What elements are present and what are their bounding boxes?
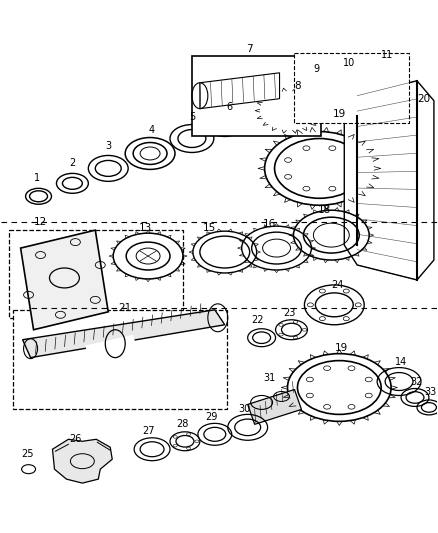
Text: 9: 9 [313, 64, 319, 74]
Text: 14: 14 [395, 357, 407, 367]
Text: 20: 20 [417, 94, 431, 104]
FancyBboxPatch shape [294, 53, 409, 123]
Text: 15: 15 [203, 223, 216, 233]
Text: 30: 30 [239, 405, 251, 415]
Polygon shape [247, 390, 301, 424]
Text: 32: 32 [411, 376, 423, 386]
Text: 10: 10 [343, 58, 355, 68]
Text: 4: 4 [149, 125, 155, 134]
Text: 26: 26 [69, 434, 81, 445]
Text: 23: 23 [283, 308, 296, 318]
FancyBboxPatch shape [9, 230, 183, 318]
Text: 18: 18 [318, 205, 331, 215]
Text: 5: 5 [189, 111, 195, 122]
Text: 27: 27 [142, 426, 154, 437]
Text: 31: 31 [264, 373, 276, 383]
Text: 13: 13 [138, 223, 152, 233]
Polygon shape [200, 73, 279, 109]
Text: 22: 22 [251, 315, 264, 325]
Text: 19: 19 [335, 343, 348, 353]
Text: 19: 19 [333, 109, 346, 119]
Text: 11: 11 [381, 50, 393, 60]
Polygon shape [21, 230, 108, 330]
FancyBboxPatch shape [13, 310, 227, 409]
Text: 8: 8 [294, 80, 301, 91]
Text: 24: 24 [331, 280, 343, 290]
Text: 25: 25 [21, 449, 34, 459]
Text: 1: 1 [33, 173, 39, 183]
Text: 33: 33 [425, 387, 437, 398]
Polygon shape [344, 81, 434, 280]
Text: 12: 12 [34, 217, 47, 227]
Polygon shape [23, 310, 225, 358]
Text: 3: 3 [105, 141, 111, 151]
Polygon shape [53, 439, 112, 483]
Text: 21: 21 [119, 303, 132, 313]
Text: 28: 28 [176, 419, 188, 430]
Text: 7: 7 [246, 44, 253, 54]
Text: 29: 29 [205, 413, 218, 422]
FancyBboxPatch shape [192, 56, 321, 135]
Text: 16: 16 [263, 219, 276, 229]
Text: 6: 6 [227, 102, 233, 111]
Text: 2: 2 [69, 158, 75, 168]
